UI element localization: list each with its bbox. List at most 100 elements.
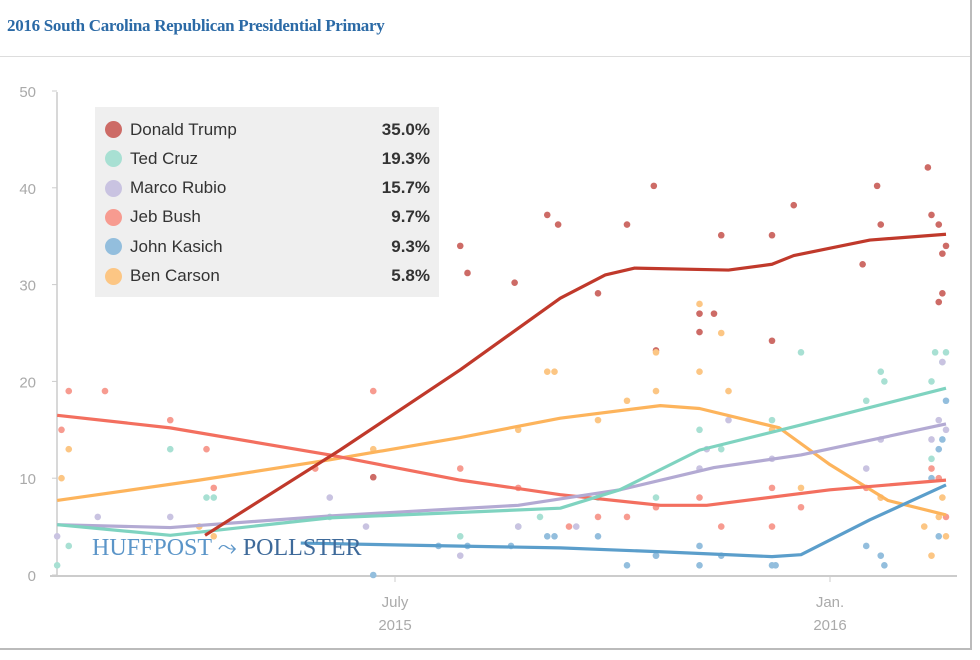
legend-item-john-kasich: John Kasich 9.3% bbox=[105, 232, 430, 261]
ted-cruz-poll-point bbox=[877, 368, 885, 376]
ted-cruz-poll-point bbox=[881, 378, 888, 385]
legend-label: Jeb Bush bbox=[130, 207, 201, 227]
ted-cruz-poll-point bbox=[65, 542, 73, 550]
ben-carson-poll-point bbox=[652, 387, 660, 395]
x-tick-label: July bbox=[382, 594, 409, 611]
chart-title: 2016 South Carolina Republican President… bbox=[7, 16, 385, 35]
donald-trump-poll-point bbox=[790, 201, 798, 209]
y-tick-label: 10 bbox=[19, 471, 36, 488]
legend-swatch bbox=[105, 150, 122, 168]
ben-carson-poll-point bbox=[696, 368, 703, 376]
y-tick-label: 20 bbox=[19, 374, 36, 391]
ben-carson-poll-point bbox=[543, 368, 551, 376]
y-tick-label: 50 bbox=[19, 84, 36, 101]
legend-value: 9.7% bbox=[391, 207, 430, 227]
ben-carson-poll-point bbox=[652, 349, 660, 356]
jeb-bush-poll-point bbox=[101, 387, 109, 395]
marco-rubio-poll-point bbox=[456, 552, 464, 559]
marco-rubio-trend-line bbox=[57, 422, 947, 530]
legend-item-ted-cruz: Ted Cruz 19.3% bbox=[105, 144, 430, 173]
donald-trump-poll-point bbox=[935, 298, 943, 306]
jeb-bush-trend-line bbox=[56, 413, 947, 507]
ben-carson-poll-point bbox=[920, 523, 928, 530]
donald-trump-poll-point bbox=[696, 328, 703, 336]
legend-swatch bbox=[105, 267, 122, 285]
ted-cruz-poll-point bbox=[928, 455, 935, 463]
legend-swatch bbox=[105, 238, 122, 256]
john-kasich-poll-point bbox=[939, 436, 946, 443]
donald-trump-poll-point bbox=[939, 290, 946, 297]
legend-label: Donald Trump bbox=[130, 119, 237, 139]
legend-value: 5.8% bbox=[391, 266, 430, 285]
marco-rubio-poll-point bbox=[326, 494, 334, 501]
chart-frame bbox=[0, 0, 972, 650]
donald-trump-poll-point bbox=[873, 182, 881, 190]
donald-trump-poll-point bbox=[696, 310, 703, 317]
john-kasich-poll-point bbox=[594, 532, 602, 540]
ben-carson-poll-point bbox=[797, 484, 805, 492]
john-kasich-poll-point bbox=[623, 562, 631, 569]
legend-item-ben-carson: Ben Carson 5.8% bbox=[105, 262, 430, 291]
marco-rubio-poll-point bbox=[166, 513, 174, 521]
y-tick-label: 40 bbox=[19, 181, 36, 198]
donald-trump-poll-point bbox=[554, 221, 562, 228]
logo-left: HUFFPOST bbox=[92, 535, 212, 561]
ben-carson-poll-point bbox=[725, 387, 732, 395]
legend-swatch bbox=[105, 208, 122, 226]
legend-swatch bbox=[105, 121, 122, 138]
jeb-bush-poll-point bbox=[58, 426, 65, 434]
jeb-bush-poll-point bbox=[565, 523, 573, 530]
ben-carson-poll-point bbox=[717, 329, 725, 337]
donald-trump-trend-line bbox=[204, 232, 947, 537]
donald-trump-poll-point bbox=[768, 231, 776, 239]
ben-carson-poll-point bbox=[58, 474, 65, 482]
marco-rubio-poll-point bbox=[935, 416, 943, 424]
x-tick-sublabel: 2016 bbox=[813, 617, 846, 634]
x-tick-sublabel: 2015 bbox=[378, 617, 411, 634]
ben-carson-poll-point bbox=[594, 416, 602, 424]
legend-item-marco-rubio: Marco Rubio 15.7% bbox=[105, 174, 430, 203]
x-tick-label: Jan. bbox=[816, 594, 844, 611]
logo-symbol: ⤳ bbox=[217, 535, 237, 561]
ted-cruz-poll-point bbox=[768, 416, 776, 424]
legend-value: 9.3% bbox=[391, 236, 430, 256]
john-kasich-poll-point bbox=[369, 571, 377, 579]
ted-cruz-poll-point bbox=[53, 562, 61, 569]
donald-trump-poll-point bbox=[928, 211, 935, 219]
john-kasich-poll-point bbox=[935, 445, 943, 453]
donald-trump-poll-point bbox=[877, 221, 885, 228]
marco-rubio-poll-point bbox=[94, 513, 102, 521]
jeb-bush-poll-point bbox=[166, 416, 174, 424]
legend-label: Marco Rubio bbox=[130, 178, 227, 198]
john-kasich-trend-line bbox=[300, 483, 947, 559]
ted-cruz-poll-point bbox=[797, 349, 805, 356]
donald-trump-poll-point bbox=[594, 290, 602, 297]
ben-carson-poll-point bbox=[210, 532, 218, 540]
ben-carson-poll-point bbox=[551, 368, 558, 376]
marco-rubio-poll-point bbox=[862, 465, 870, 472]
ted-cruz-poll-point bbox=[203, 494, 210, 501]
ben-carson-poll-point bbox=[942, 532, 950, 540]
jeb-bush-poll-point bbox=[203, 445, 210, 453]
jeb-bush-poll-point bbox=[768, 484, 776, 492]
john-kasich-poll-point bbox=[551, 532, 558, 540]
jeb-bush-poll-point bbox=[768, 523, 776, 530]
legend-item-donald-trump: Donald Trump 35.0% bbox=[105, 115, 430, 144]
marco-rubio-poll-point bbox=[362, 523, 370, 530]
donald-trump-poll-point bbox=[768, 337, 776, 345]
ted-cruz-poll-point bbox=[942, 349, 950, 356]
jeb-bush-poll-point bbox=[65, 387, 73, 395]
jeb-bush-poll-point bbox=[928, 465, 935, 472]
john-kasich-poll-point bbox=[942, 397, 950, 405]
ben-carson-poll-point bbox=[696, 300, 703, 308]
donald-trump-poll-point bbox=[859, 260, 866, 268]
ben-carson-poll-point bbox=[928, 552, 935, 559]
donald-trump-poll-point bbox=[543, 211, 551, 219]
ted-cruz-poll-point bbox=[931, 349, 939, 356]
donald-trump-poll-point bbox=[935, 221, 943, 228]
donald-trump-poll-point bbox=[942, 242, 950, 250]
jeb-bush-poll-point bbox=[623, 513, 631, 521]
john-kasich-poll-point bbox=[935, 532, 943, 540]
jeb-bush-poll-point bbox=[369, 387, 377, 395]
